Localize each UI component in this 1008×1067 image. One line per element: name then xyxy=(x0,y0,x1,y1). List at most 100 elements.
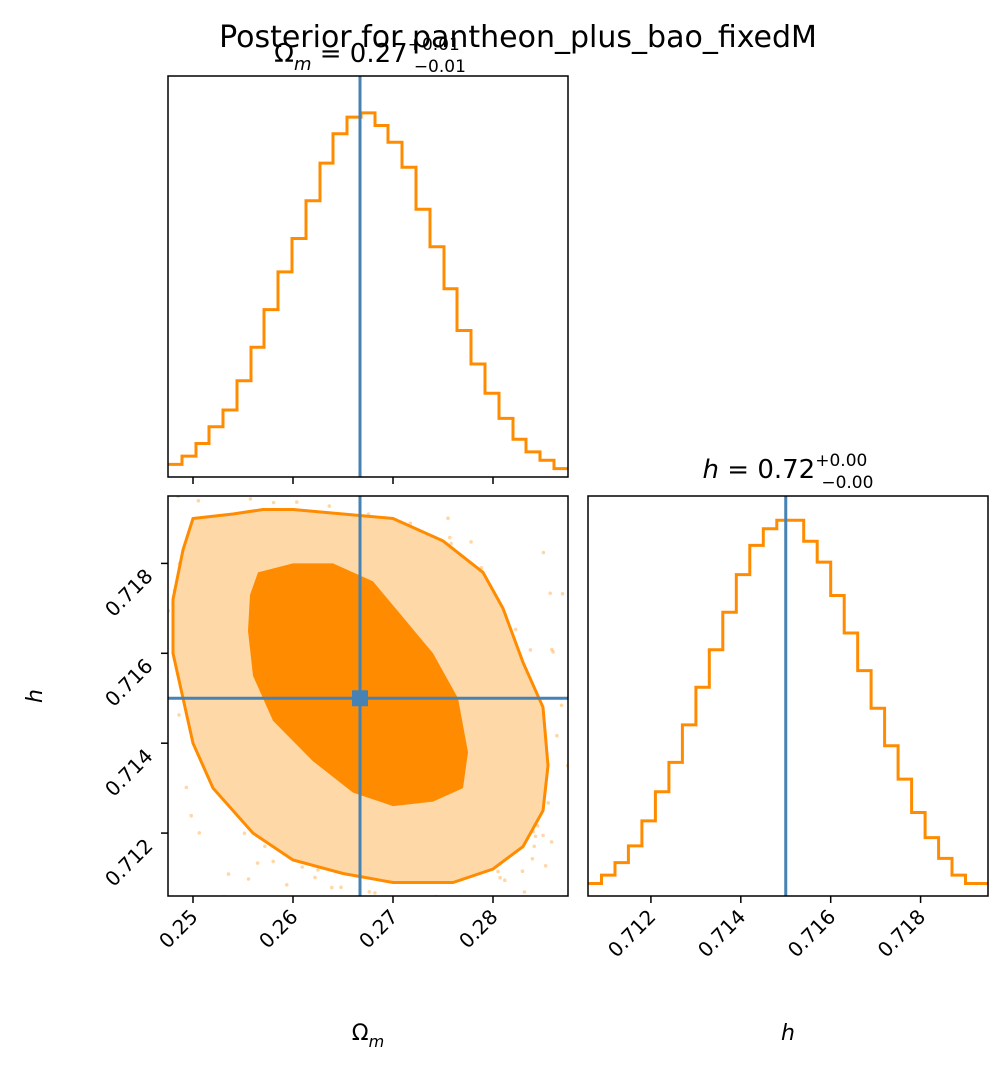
contour-inner-fill xyxy=(248,563,468,807)
posterior-sample-point xyxy=(541,550,546,555)
h-histogram-step xyxy=(588,518,988,885)
omega-m-histogram-step xyxy=(168,111,568,471)
joint-x-tick-label-0: 0.25 xyxy=(154,905,202,953)
posterior-sample-point xyxy=(242,831,247,836)
posterior-sample-point xyxy=(549,840,554,844)
posterior-sample-point xyxy=(316,868,320,872)
posterior-sample-point xyxy=(339,885,343,890)
h-title-upper-error: +0.00 xyxy=(815,451,867,471)
posterior-sample-point xyxy=(689,822,693,826)
posterior-sample-point xyxy=(617,657,621,661)
posterior-sample-point xyxy=(129,627,133,631)
posterior-sample-point xyxy=(260,401,264,405)
joint-x-label-symbol: Ω xyxy=(352,1021,369,1046)
posterior-sample-point xyxy=(264,481,268,485)
posterior-sample-point xyxy=(175,488,179,492)
posterior-sample-point xyxy=(184,785,189,790)
posterior-sample-point xyxy=(122,527,126,531)
posterior-sample-point xyxy=(541,833,545,838)
omega-m-panel-title: Ωm = 0.27+0.01 −0.01 xyxy=(274,35,466,77)
posterior-sample-point xyxy=(601,916,605,920)
posterior-sample-point xyxy=(246,877,251,881)
omega-m-title-subscript: m xyxy=(294,54,312,75)
posterior-sample-point xyxy=(196,498,201,503)
posterior-sample-point xyxy=(280,484,284,488)
posterior-sample-point xyxy=(548,591,552,596)
posterior-sample-point xyxy=(151,704,155,708)
h-title-value: = 0.72 xyxy=(719,455,815,485)
joint-x-label-subscript: m xyxy=(369,1032,385,1051)
posterior-sample-point xyxy=(330,885,334,890)
posterior-sample-point xyxy=(533,834,538,839)
posterior-sample-point xyxy=(295,500,299,504)
posterior-sample-point xyxy=(161,455,165,459)
posterior-sample-point xyxy=(160,473,164,477)
posterior-sample-point xyxy=(620,829,624,833)
posterior-sample-point xyxy=(586,920,590,924)
omega-m-title-value: = 0.27 xyxy=(311,39,407,69)
h-x-tick-label-1: 0.714 xyxy=(693,905,750,962)
posterior-sample-point xyxy=(644,702,648,706)
posterior-sample-point xyxy=(136,511,140,515)
posterior-sample-point xyxy=(597,764,601,768)
posterior-sample-point xyxy=(542,937,546,941)
joint-truth-marker xyxy=(352,690,368,707)
posterior-sample-point xyxy=(574,717,578,721)
posterior-sample-point xyxy=(189,813,193,818)
posterior-sample-point xyxy=(767,795,771,799)
h-title-symbol: h xyxy=(703,455,719,485)
omega-m-marginal-panel: Ωm = 0.27+0.01 −0.01 xyxy=(167,35,569,484)
joint-x-tick-label-2: 0.27 xyxy=(354,905,402,953)
posterior-sample-point xyxy=(153,643,157,647)
posterior-sample-point xyxy=(593,845,597,849)
posterior-sample-point xyxy=(248,497,253,501)
posterior-sample-point xyxy=(475,949,479,953)
posterior-sample-point xyxy=(221,438,225,442)
posterior-sample-point xyxy=(108,572,112,576)
posterior-sample-point xyxy=(271,500,276,505)
posterior-sample-point xyxy=(522,890,527,894)
joint-y-tick-label-1: 0.714 xyxy=(100,744,157,801)
joint-y-tick-label-2: 0.716 xyxy=(100,654,157,711)
posterior-sample-point xyxy=(522,1001,526,1005)
posterior-sample-point xyxy=(411,473,415,477)
omega-m-title-symbol: Ω xyxy=(274,39,294,69)
posterior-sample-point xyxy=(145,708,149,712)
omega-m-marginal-frame xyxy=(167,75,569,478)
posterior-sample-point xyxy=(496,869,500,874)
posterior-sample-point xyxy=(263,844,267,849)
joint-x-tick-label-3: 0.28 xyxy=(454,905,502,953)
posterior-sample-point xyxy=(530,857,535,861)
posterior-sample-point xyxy=(446,516,450,520)
posterior-sample-point xyxy=(600,772,604,776)
posterior-sample-point xyxy=(559,703,564,708)
posterior-sample-point xyxy=(162,700,166,704)
posterior-sample-point xyxy=(148,519,152,523)
posterior-sample-point xyxy=(549,977,553,981)
posterior-sample-point xyxy=(367,890,372,894)
posterior-sample-point xyxy=(550,647,554,652)
posterior-sample-point xyxy=(635,743,639,747)
posterior-sample-point xyxy=(532,844,536,849)
joint-x-tick-label-1: 0.26 xyxy=(254,905,302,953)
posterior-sample-point xyxy=(74,928,78,932)
h-x-tick-label-2: 0.716 xyxy=(783,905,840,962)
posterior-sample-point xyxy=(560,592,565,596)
posterior-sample-point xyxy=(163,422,167,426)
posterior-sample-point xyxy=(152,630,156,634)
posterior-sample-point xyxy=(197,831,202,835)
posterior-sample-point xyxy=(503,878,507,882)
posterior-sample-point xyxy=(513,627,518,632)
posterior-sample-point xyxy=(555,733,559,738)
posterior-sample-point xyxy=(569,818,573,822)
posterior-sample-point xyxy=(540,925,544,929)
posterior-sample-point xyxy=(122,637,126,641)
figure-suptitle: Posterior for pantheon_plus_bao_fixedM xyxy=(219,20,817,55)
posterior-sample-point xyxy=(427,942,431,946)
h-marginal-frame xyxy=(587,495,989,897)
posterior-sample-point xyxy=(498,875,502,880)
posterior-sample-point xyxy=(543,864,548,868)
posterior-sample-point xyxy=(373,891,377,895)
posterior-sample-point xyxy=(271,859,276,864)
posterior-sample-point xyxy=(177,713,181,717)
